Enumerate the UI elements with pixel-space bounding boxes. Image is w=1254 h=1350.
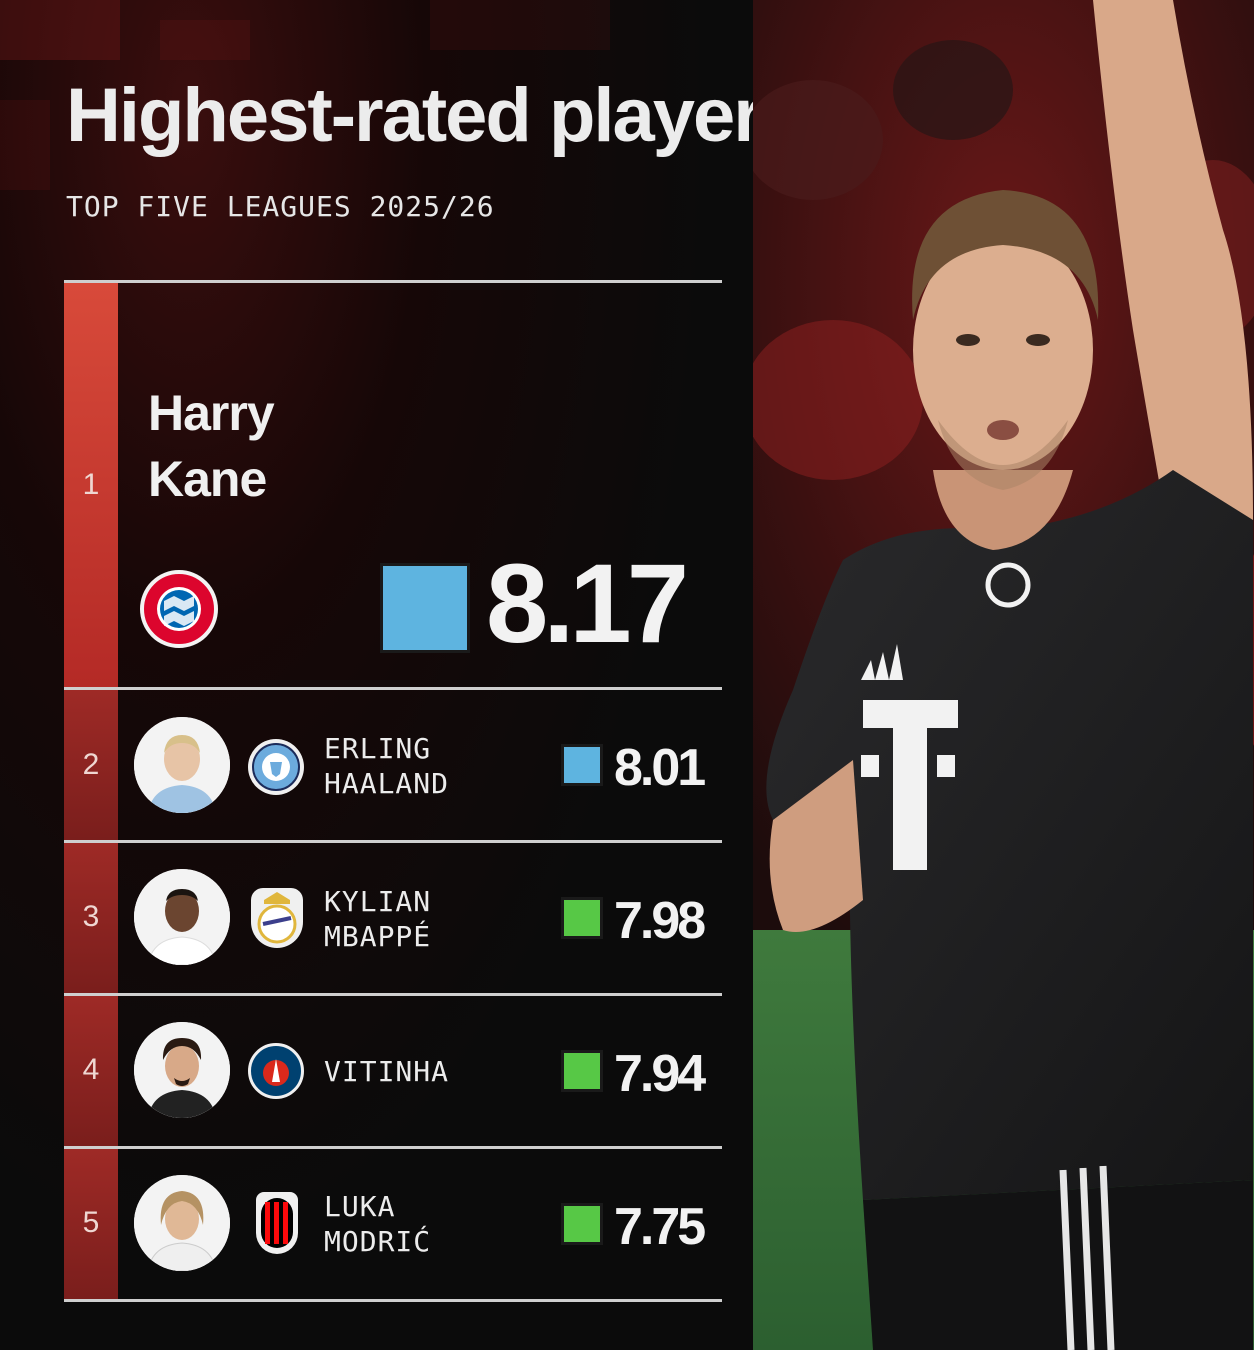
decor-block (0, 0, 120, 60)
player-name-3: KYLIAN MBAPPÉ (324, 885, 432, 953)
player-photo-mbappe (134, 869, 230, 965)
divider (64, 687, 722, 690)
page-subtitle: TOP FIVE LEAGUES 2025/26 (66, 190, 495, 223)
rank-bar-2 (64, 690, 118, 840)
rankings-panel: Highest-rated players TOP FIVE LEAGUES 2… (0, 0, 753, 1350)
rank-number-4: 4 (82, 1053, 100, 1086)
divider (64, 1146, 722, 1149)
rating-indicator-3 (561, 897, 603, 939)
psg-badge-icon (248, 1043, 304, 1099)
ac-milan-badge-icon (256, 1192, 298, 1254)
rating-value-3: 7.98 (614, 892, 706, 950)
page-title: Highest-rated players (66, 73, 753, 158)
divider (64, 840, 722, 843)
rating-indicator-5 (561, 1203, 603, 1245)
divider (64, 1299, 722, 1302)
rating-value-2: 8.01 (614, 739, 706, 797)
rating-indicator-1 (380, 563, 470, 653)
rank-number-1: 1 (82, 468, 100, 501)
divider (64, 993, 722, 996)
rank-number-5: 5 (82, 1206, 100, 1239)
rank-number-3: 3 (82, 900, 100, 933)
rank-bar-1 (64, 283, 118, 687)
rank-bar-5 (64, 1149, 118, 1299)
player-first-name-1: Harry (148, 385, 275, 441)
player-photo-vitinha (134, 1022, 230, 1118)
bayern-munich-badge-icon (140, 570, 218, 648)
rating-value-5: 7.75 (614, 1198, 706, 1256)
rank-bar-3 (64, 843, 118, 993)
player-last-name-1: Kane (148, 451, 267, 507)
rating-indicator-4 (561, 1050, 603, 1092)
player-name-2: ERLING HAALAND (324, 732, 450, 800)
rating-value-1: 8.17 (486, 541, 689, 666)
rating-value-4: 7.94 (614, 1045, 706, 1103)
rank-bar-4 (64, 996, 118, 1146)
player-name-4: VITINHA (324, 1055, 450, 1088)
divider (64, 280, 722, 283)
decor-block (160, 20, 250, 60)
player-photo-haaland (134, 717, 230, 813)
player-photo-modric (134, 1175, 230, 1271)
decor-block (0, 100, 50, 190)
player-name-1: Harry Kane (148, 380, 275, 512)
real-madrid-badge-icon (251, 888, 303, 948)
rank-number-2: 2 (82, 748, 100, 781)
decor-block (430, 0, 610, 50)
manchester-city-badge-icon (248, 739, 304, 795)
player-name-5: LUKA MODRIĆ (324, 1190, 432, 1258)
player-photo-harry-kane (753, 0, 1254, 1350)
rating-indicator-2 (561, 744, 603, 786)
